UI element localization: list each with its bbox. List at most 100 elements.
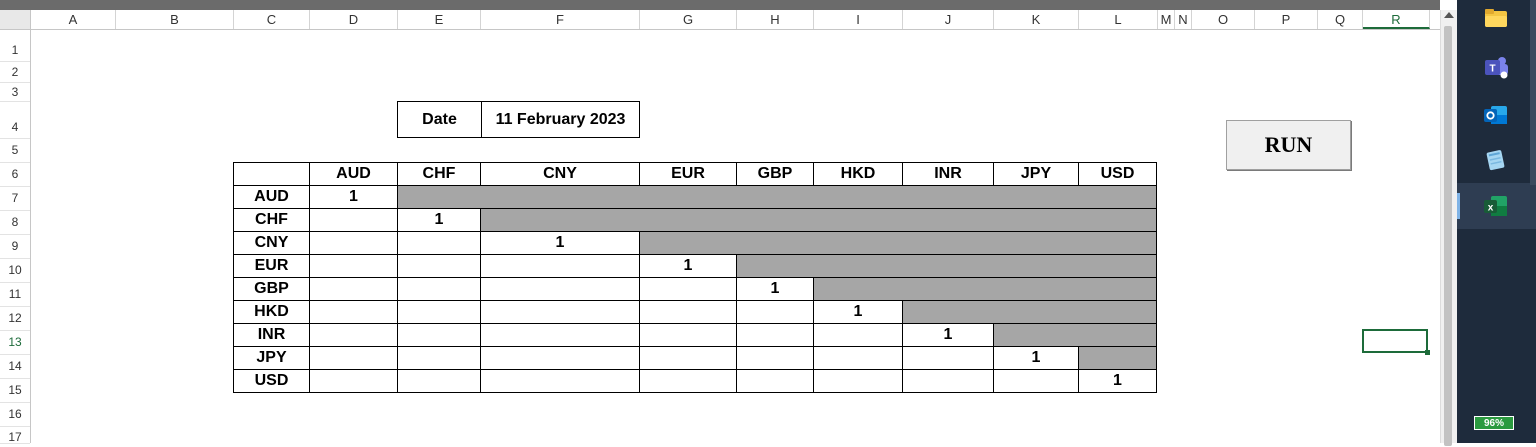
column-header-q[interactable]: Q (1318, 10, 1363, 29)
column-header-b[interactable]: B (116, 10, 234, 29)
matrix-empty-cell[interactable] (736, 369, 814, 393)
teams-icon[interactable]: T (1481, 52, 1511, 82)
column-header-f[interactable]: F (481, 10, 640, 29)
matrix-row-label-hkd[interactable]: HKD (233, 300, 310, 324)
matrix-empty-cell[interactable] (736, 323, 814, 347)
column-header-g[interactable]: G (640, 10, 737, 29)
matrix-col-header-hkd[interactable]: HKD (813, 162, 903, 186)
row-header-11[interactable]: 11 (0, 283, 30, 307)
matrix-empty-cell[interactable] (397, 369, 481, 393)
matrix-empty-cell[interactable] (813, 323, 903, 347)
matrix-shaded-cell[interactable] (1078, 346, 1157, 370)
matrix-shaded-cell[interactable] (639, 231, 737, 255)
matrix-corner-cell[interactable] (233, 162, 310, 186)
matrix-row-label-jpy[interactable]: JPY (233, 346, 310, 370)
matrix-empty-cell[interactable] (902, 369, 994, 393)
matrix-shaded-cell[interactable] (736, 231, 814, 255)
matrix-empty-cell[interactable] (639, 369, 737, 393)
row-header-8[interactable]: 8 (0, 211, 30, 235)
matrix-empty-cell[interactable] (639, 277, 737, 301)
column-header-r[interactable]: R (1363, 10, 1430, 29)
matrix-empty-cell[interactable] (639, 346, 737, 370)
matrix-empty-cell[interactable] (309, 208, 398, 232)
matrix-row-label-eur[interactable]: EUR (233, 254, 310, 278)
matrix-empty-cell[interactable] (993, 369, 1079, 393)
matrix-empty-cell[interactable] (309, 231, 398, 255)
matrix-empty-cell[interactable] (309, 369, 398, 393)
matrix-shaded-cell[interactable] (993, 185, 1079, 209)
matrix-diagonal-cell[interactable]: 1 (639, 254, 737, 278)
matrix-shaded-cell[interactable] (639, 208, 737, 232)
matrix-col-header-eur[interactable]: EUR (639, 162, 737, 186)
matrix-shaded-cell[interactable] (1078, 231, 1157, 255)
matrix-row-label-gbp[interactable]: GBP (233, 277, 310, 301)
matrix-empty-cell[interactable] (397, 323, 481, 347)
matrix-shaded-cell[interactable] (813, 277, 903, 301)
matrix-col-header-gbp[interactable]: GBP (736, 162, 814, 186)
matrix-empty-cell[interactable] (309, 254, 398, 278)
run-button[interactable]: RUN (1226, 120, 1351, 170)
matrix-shaded-cell[interactable] (993, 208, 1079, 232)
matrix-empty-cell[interactable] (309, 277, 398, 301)
row-header-5[interactable]: 5 (0, 139, 30, 163)
matrix-diagonal-cell[interactable]: 1 (736, 277, 814, 301)
column-header-e[interactable]: E (398, 10, 481, 29)
matrix-shaded-cell[interactable] (902, 231, 994, 255)
matrix-shaded-cell[interactable] (736, 185, 814, 209)
matrix-shaded-cell[interactable] (993, 277, 1079, 301)
scroll-up-icon[interactable] (1444, 12, 1454, 18)
column-header-l[interactable]: L (1079, 10, 1158, 29)
date-value-cell[interactable]: 11 February 2023 (481, 101, 640, 138)
matrix-shaded-cell[interactable] (993, 254, 1079, 278)
matrix-shaded-cell[interactable] (480, 208, 640, 232)
matrix-shaded-cell[interactable] (1078, 277, 1157, 301)
matrix-row-label-inr[interactable]: INR (233, 323, 310, 347)
matrix-row-label-chf[interactable]: CHF (233, 208, 310, 232)
matrix-col-header-inr[interactable]: INR (902, 162, 994, 186)
column-header-n[interactable]: N (1175, 10, 1192, 29)
matrix-row-label-cny[interactable]: CNY (233, 231, 310, 255)
column-header-o[interactable]: O (1192, 10, 1255, 29)
matrix-diagonal-cell[interactable]: 1 (309, 185, 398, 209)
column-header-a[interactable]: A (31, 10, 116, 29)
column-header-c[interactable]: C (234, 10, 310, 29)
matrix-diagonal-cell[interactable]: 1 (397, 208, 481, 232)
matrix-diagonal-cell[interactable]: 1 (993, 346, 1079, 370)
matrix-diagonal-cell[interactable]: 1 (902, 323, 994, 347)
row-header-6[interactable]: 6 (0, 163, 30, 187)
matrix-empty-cell[interactable] (397, 254, 481, 278)
column-header-p[interactable]: P (1255, 10, 1318, 29)
matrix-col-header-cny[interactable]: CNY (480, 162, 640, 186)
matrix-shaded-cell[interactable] (813, 185, 903, 209)
matrix-shaded-cell[interactable] (902, 208, 994, 232)
outlook-icon[interactable] (1481, 100, 1511, 130)
row-header-4[interactable]: 4 (0, 102, 30, 139)
row-header-12[interactable]: 12 (0, 307, 30, 331)
row-header-15[interactable]: 15 (0, 379, 30, 403)
matrix-shaded-cell[interactable] (813, 208, 903, 232)
matrix-empty-cell[interactable] (480, 300, 640, 324)
matrix-col-header-chf[interactable]: CHF (397, 162, 481, 186)
matrix-shaded-cell[interactable] (480, 185, 640, 209)
row-header-1[interactable]: 1 (0, 40, 30, 62)
column-header-j[interactable]: J (903, 10, 994, 29)
matrix-row-label-aud[interactable]: AUD (233, 185, 310, 209)
column-header-i[interactable]: I (814, 10, 903, 29)
matrix-empty-cell[interactable] (397, 231, 481, 255)
matrix-shaded-cell[interactable] (993, 300, 1079, 324)
notepad-icon[interactable] (1481, 145, 1511, 175)
matrix-shaded-cell[interactable] (902, 300, 994, 324)
matrix-empty-cell[interactable] (397, 346, 481, 370)
column-header-h[interactable]: H (737, 10, 814, 29)
matrix-col-header-usd[interactable]: USD (1078, 162, 1157, 186)
matrix-shaded-cell[interactable] (993, 231, 1079, 255)
matrix-empty-cell[interactable] (309, 323, 398, 347)
matrix-shaded-cell[interactable] (1078, 208, 1157, 232)
matrix-shaded-cell[interactable] (1078, 185, 1157, 209)
matrix-empty-cell[interactable] (309, 300, 398, 324)
matrix-diagonal-cell[interactable]: 1 (480, 231, 640, 255)
column-header-m[interactable]: M (1158, 10, 1175, 29)
file-explorer-icon[interactable] (1481, 3, 1511, 33)
row-header-2[interactable]: 2 (0, 62, 30, 83)
row-header-17[interactable]: 17 (0, 427, 30, 444)
